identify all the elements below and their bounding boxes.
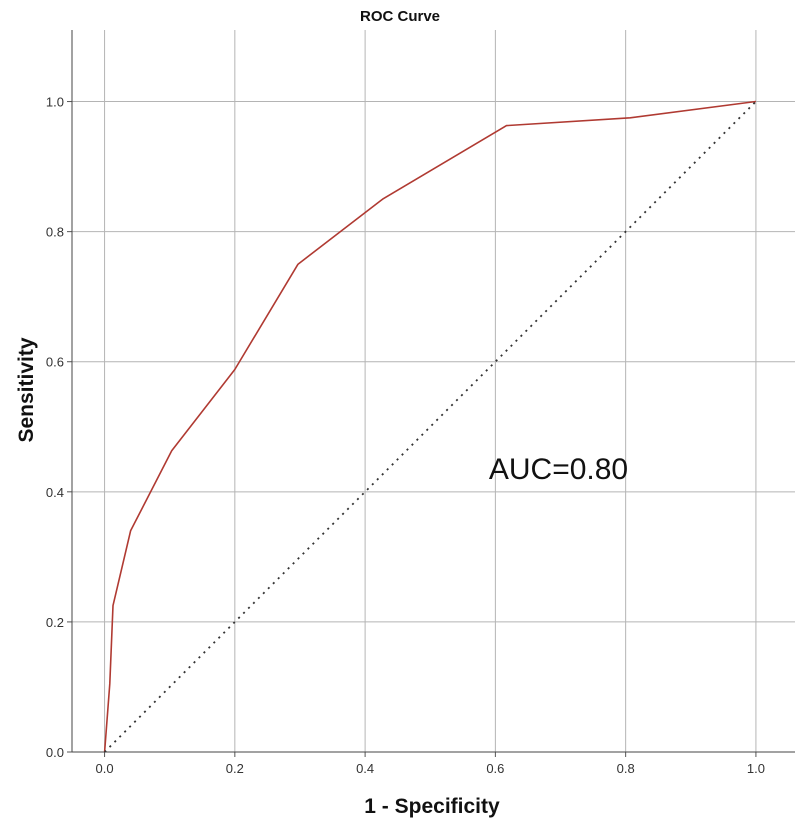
y-tick-label: 1.0: [46, 95, 64, 110]
x-tick-label: 0.2: [226, 761, 244, 776]
y-axis-title: Sensitivity: [15, 337, 38, 442]
tick-labels: 0.0 0.2 0.4 0.6 0.8 1.0 0.0 0.2 0.4 0.6 0.8 1.0: [46, 95, 765, 776]
y-tick-label: 0.4: [46, 485, 64, 500]
roc-curve-line: [103, 100, 757, 753]
x-axis-title: 1 - Specificity: [364, 795, 500, 818]
grid: [72, 30, 795, 753]
x-tick-label: 0.6: [486, 761, 504, 776]
x-tick-label: 1.0: [747, 761, 765, 776]
reference-diagonal-line: [103, 100, 757, 753]
y-tick-label: 0.2: [46, 615, 64, 630]
x-tick-label: 0.8: [617, 761, 635, 776]
axes: [67, 30, 795, 757]
chart-title: ROC Curve: [360, 8, 440, 25]
labels: ROC Curve 1 - Specificity Sensitivity AU…: [15, 8, 628, 818]
series: [103, 100, 757, 753]
y-tick-label: 0.0: [46, 745, 64, 760]
x-tick-label: 0.0: [96, 761, 114, 776]
y-tick-label: 0.8: [46, 225, 64, 240]
x-tick-label: 0.4: [356, 761, 374, 776]
y-tick-label: 0.6: [46, 355, 64, 370]
auc-annotation: AUC=0.80: [489, 453, 628, 486]
